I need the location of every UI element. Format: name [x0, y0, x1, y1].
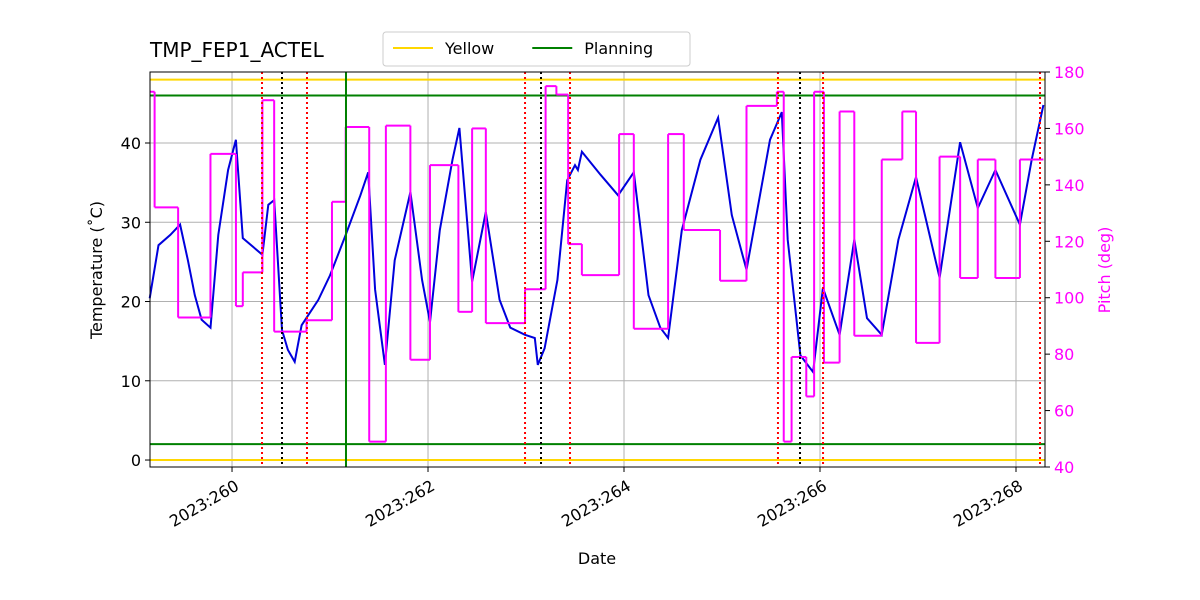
y2-tick-label: 60 [1054, 402, 1074, 421]
legend-label: Yellow [444, 39, 494, 58]
x-tick-label: 2023:264 [558, 476, 634, 531]
y2-tick-label: 160 [1054, 119, 1085, 138]
y2-tick-label: 180 [1054, 63, 1085, 82]
y2-tick-label: 100 [1054, 289, 1085, 308]
legend-label: Planning [584, 39, 653, 58]
y-axis-label: Temperature (˚C) [87, 201, 106, 340]
x-tick-label: 2023:268 [950, 476, 1026, 531]
x-tick-label: 2023:266 [754, 476, 830, 531]
y-tick-label: 20 [121, 293, 141, 312]
x-tick-label: 2023:260 [166, 476, 242, 531]
x-tick-label: 2023:262 [362, 476, 438, 531]
x-axis-label: Date [578, 549, 616, 568]
y-tick-label: 30 [121, 213, 141, 232]
y2-axis-label: Pitch (deg) [1095, 227, 1114, 314]
temperature-line [148, 104, 1045, 375]
y2-tick-label: 140 [1054, 176, 1085, 195]
plot-frame [149, 71, 1046, 468]
y2-tick-label: 40 [1054, 458, 1074, 477]
y-tick-label: 10 [121, 372, 141, 391]
y2-tick-label: 120 [1054, 232, 1085, 251]
y2-tick-label: 80 [1054, 345, 1074, 364]
y-tick-label: 40 [121, 134, 141, 153]
y-tick-label: 0 [131, 451, 141, 470]
chart-title: TMP_FEP1_ACTEL [149, 38, 325, 62]
